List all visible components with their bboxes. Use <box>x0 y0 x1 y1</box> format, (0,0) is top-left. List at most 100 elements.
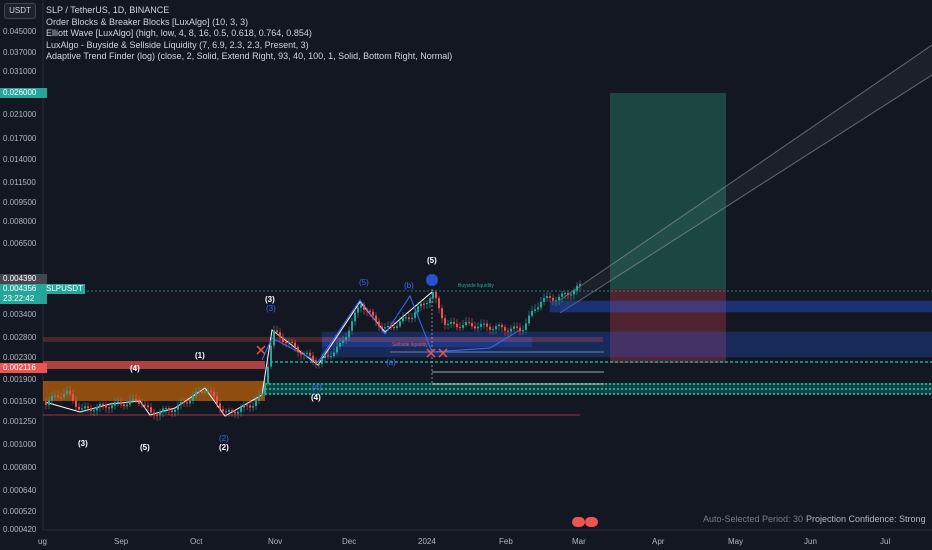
candle <box>75 400 77 407</box>
candle <box>234 411 236 414</box>
candle <box>321 358 323 364</box>
order-block-blue-3 <box>322 337 532 347</box>
wave-marker-circle <box>426 274 438 286</box>
wave-label: (4) <box>311 393 321 402</box>
candle <box>411 317 413 320</box>
candle <box>72 394 74 401</box>
candle <box>237 411 239 414</box>
time-axis-label: May <box>728 537 744 546</box>
candle <box>330 356 332 358</box>
legend-trend-finder[interactable]: Adaptive Trend Finder (log) (close, 2, S… <box>46 51 453 61</box>
candle <box>291 342 293 344</box>
time-axis-label: Dec <box>342 537 357 546</box>
price-axis-label: 0.017000 <box>3 134 37 143</box>
time-axis-label: ug <box>38 537 47 546</box>
order-block-red-2 <box>43 361 265 369</box>
candle <box>402 317 404 322</box>
candle <box>567 293 569 295</box>
time-axis-label: Jun <box>804 537 817 546</box>
candle <box>54 395 56 397</box>
wave-label: (1) <box>195 351 205 360</box>
price-axis-label: 0.002800 <box>3 333 37 342</box>
legend-symbol[interactable]: SLP / TetherUS, 1D, BINANCE <box>46 5 170 15</box>
current-price-tag: 0.004356 <box>0 284 47 294</box>
candle <box>438 298 440 309</box>
legend-order-blocks[interactable]: Order Blocks & Breaker Blocks [LuxAlgo] … <box>46 16 249 27</box>
candle <box>546 296 548 299</box>
candle <box>360 304 362 308</box>
candle <box>432 291 434 299</box>
candle <box>390 325 392 327</box>
candle <box>144 404 146 406</box>
price-axis-label: 0.000800 <box>3 463 37 472</box>
candle <box>300 352 302 355</box>
price-axis-label: 0.002300 <box>3 353 37 362</box>
order-block-blue-1 <box>549 300 932 313</box>
candle <box>372 311 374 316</box>
price-axis-label: 0.008000 <box>3 217 37 226</box>
time-axis-label: 2024 <box>418 537 436 546</box>
price-axis-label: 0.045000 <box>3 27 37 36</box>
wave-label-blue: (4) <box>312 383 322 392</box>
candle <box>114 401 116 406</box>
indicator-legend: SLP / TetherUS, 1D, BINANCE Order Blocks… <box>46 5 452 63</box>
candle <box>426 302 428 304</box>
candle <box>147 405 149 408</box>
candle <box>126 404 128 407</box>
candle <box>339 342 341 347</box>
candle <box>231 410 233 412</box>
candle <box>135 399 137 402</box>
wave-label: (2) <box>219 443 229 452</box>
candle <box>492 329 494 331</box>
price-axis-label: 0.001900 <box>3 375 37 384</box>
candle <box>204 391 206 393</box>
candle <box>477 326 479 329</box>
candle <box>480 323 482 327</box>
candle <box>132 399 134 401</box>
candle <box>90 408 92 411</box>
wave-label-blue: (3) <box>266 304 276 313</box>
time-axis-label: Feb <box>499 537 513 546</box>
price-axis-label: 0.000640 <box>3 486 37 495</box>
candle <box>288 342 290 344</box>
price-axis-label: 0.006500 <box>3 239 37 248</box>
legend-elliott-wave[interactable]: Elliott Wave [LuxAlgo] (high, low, 4, 8,… <box>46 28 312 38</box>
candle <box>102 403 104 405</box>
candle <box>81 408 83 410</box>
candle <box>549 296 551 298</box>
symbol-tag: SLPUSDT <box>44 284 85 294</box>
candle <box>399 321 401 327</box>
elliott-wave-blue <box>261 294 521 363</box>
candle <box>495 326 497 330</box>
time-axis-label: Nov <box>268 537 283 546</box>
candle <box>168 408 170 411</box>
price-axis-label: 0.037000 <box>3 48 37 57</box>
candle <box>78 406 80 410</box>
candle <box>504 327 506 331</box>
candle <box>141 403 143 405</box>
candle <box>498 324 500 327</box>
candle <box>486 323 488 327</box>
candle <box>267 366 269 384</box>
candle <box>180 401 182 405</box>
candle <box>366 309 368 311</box>
candle <box>219 403 221 410</box>
wave-label: (3) <box>78 439 88 448</box>
candle <box>408 317 410 320</box>
candle <box>441 308 443 319</box>
candle <box>276 330 278 333</box>
candle <box>348 330 350 337</box>
candle <box>264 383 266 394</box>
candle <box>105 404 107 408</box>
candle <box>210 390 212 392</box>
legend-liquidity[interactable]: LuxAlgo - Buyside & Sellside Liquidity (… <box>46 39 309 50</box>
candle <box>522 329 524 332</box>
candle <box>240 407 242 412</box>
candle <box>558 296 560 301</box>
currency-button[interactable]: USDT <box>4 3 36 19</box>
wave-label-blue: (2) <box>219 434 229 443</box>
candle <box>297 346 299 353</box>
price-axis-label: 0.014000 <box>3 155 37 164</box>
candle <box>171 410 173 412</box>
